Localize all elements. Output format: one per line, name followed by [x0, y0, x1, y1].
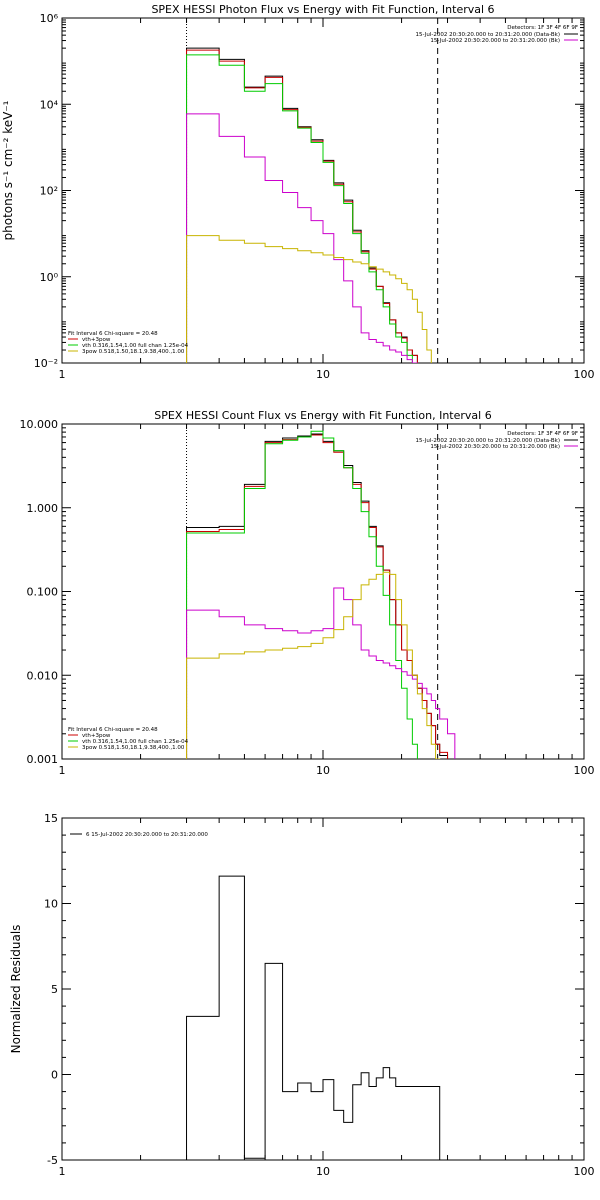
y-tick-label: 1.000: [27, 502, 59, 515]
series-line-3: [186, 113, 418, 363]
x-tick-label: 10: [316, 368, 330, 381]
series-line-0: [186, 433, 449, 759]
y-axis-label: photons s⁻¹ cm⁻² keV⁻¹: [1, 100, 15, 240]
x-tick-label: 100: [574, 1165, 595, 1178]
y-tick-label: 10⁻²: [34, 357, 58, 370]
detectors-label: Detectors: 1F 3F 4F 6F 9F: [507, 431, 578, 437]
series-line-1: [186, 434, 449, 759]
series-line-2: [186, 430, 418, 759]
time-legend-label-1: 15-Jul-2002 20:30:20.000 to 20:31:20.000…: [430, 38, 560, 44]
series-line-2: [186, 54, 418, 363]
plot-frame: [61, 817, 585, 1161]
y-tick-label: 0.100: [27, 586, 59, 599]
y-tick-label: 0.001: [27, 753, 59, 766]
plot-frame: [61, 17, 585, 364]
y-tick-label: 10⁴: [40, 98, 59, 111]
series-group: [186, 430, 456, 759]
series-group: [186, 875, 441, 1160]
chart-panel-0: SPEX HESSI Photon Flux vs Energy with Fi…: [1, 3, 595, 381]
chart-panel-2: Normalized Residuals 1 10 100 -5 0 5 10 15 6 15-J…: [9, 812, 595, 1178]
legend-label-0: 6 15-Jul-2002 20:30:20.000 to 20:31:20.0…: [86, 832, 208, 838]
series-line-4: [186, 571, 441, 759]
series-line-4: [186, 235, 432, 363]
x-tick-label: 10: [316, 764, 330, 777]
y-tick-label: 10⁰: [40, 271, 59, 284]
chart-title: SPEX HESSI Count Flux vs Energy with Fit…: [154, 409, 491, 422]
x-tick-label: 1: [59, 368, 66, 381]
fit-legend-label-3: 3pow 0.518,1.50,18.1,9.38,400.,1.00: [82, 745, 185, 751]
chart-title: SPEX HESSI Photon Flux vs Energy with Fi…: [151, 3, 494, 16]
y-tick-label: 10²: [40, 185, 58, 198]
series-line-0: [186, 875, 441, 1160]
plot-frame: [61, 423, 585, 760]
x-tick-label: 10: [316, 1165, 330, 1178]
y-tick-label: 10⁶: [40, 12, 59, 25]
series-line-0: [186, 47, 418, 363]
y-tick-label: 15: [44, 812, 58, 825]
fit-legend-label-1: vth+3pow: [82, 733, 111, 739]
fit-legend-label-2: vth 0.316,1.54,1.00 full chan 1.25e-04: [82, 739, 189, 745]
y-tick-label: 10: [44, 898, 58, 911]
y-tick-label: 0.010: [27, 669, 59, 682]
fit-legend-label-0: Fit Interval 6 Chi-square = 20.48: [68, 331, 158, 337]
time-legend-label-1: 15-Jul-2002 20:30:20.000 to 20:31:20.000…: [430, 444, 560, 450]
series-group: [186, 47, 432, 363]
chart-panel-1: SPEX HESSI Count Flux vs Energy with Fit…: [20, 409, 595, 777]
detectors-label: Detectors: 1F 3F 4F 6F 9F: [507, 25, 578, 31]
y-tick-label: 0: [51, 1069, 58, 1082]
x-tick-label: 100: [574, 368, 595, 381]
series-line-3: [186, 587, 456, 759]
y-tick-label: 5: [51, 983, 58, 996]
y-axis-label: Normalized Residuals: [9, 925, 23, 1054]
time-legend-label-0: 15-Jul-2002 20:30:20.000 to 20:31:20.000…: [416, 32, 561, 38]
y-tick-label: 10.000: [20, 418, 59, 431]
fit-legend-label-0: Fit Interval 6 Chi-square = 20.48: [68, 727, 158, 733]
x-tick-label: 1: [59, 764, 66, 777]
time-legend-label-0: 15-Jul-2002 20:30:20.000 to 20:31:20.000…: [416, 438, 561, 444]
x-tick-label: 1: [59, 1165, 66, 1178]
x-tick-label: 100: [574, 764, 595, 777]
fit-legend-label-3: 3pow 0.518,1.50,18.1,9.38,400.,1.00: [82, 349, 185, 355]
series-line-1: [186, 49, 418, 363]
fit-legend-label-1: vth+3pow: [82, 337, 111, 343]
fit-legend-label-2: vth 0.316,1.54,1.00 full chan 1.25e-04: [82, 343, 189, 349]
y-tick-label: -5: [47, 1154, 58, 1167]
